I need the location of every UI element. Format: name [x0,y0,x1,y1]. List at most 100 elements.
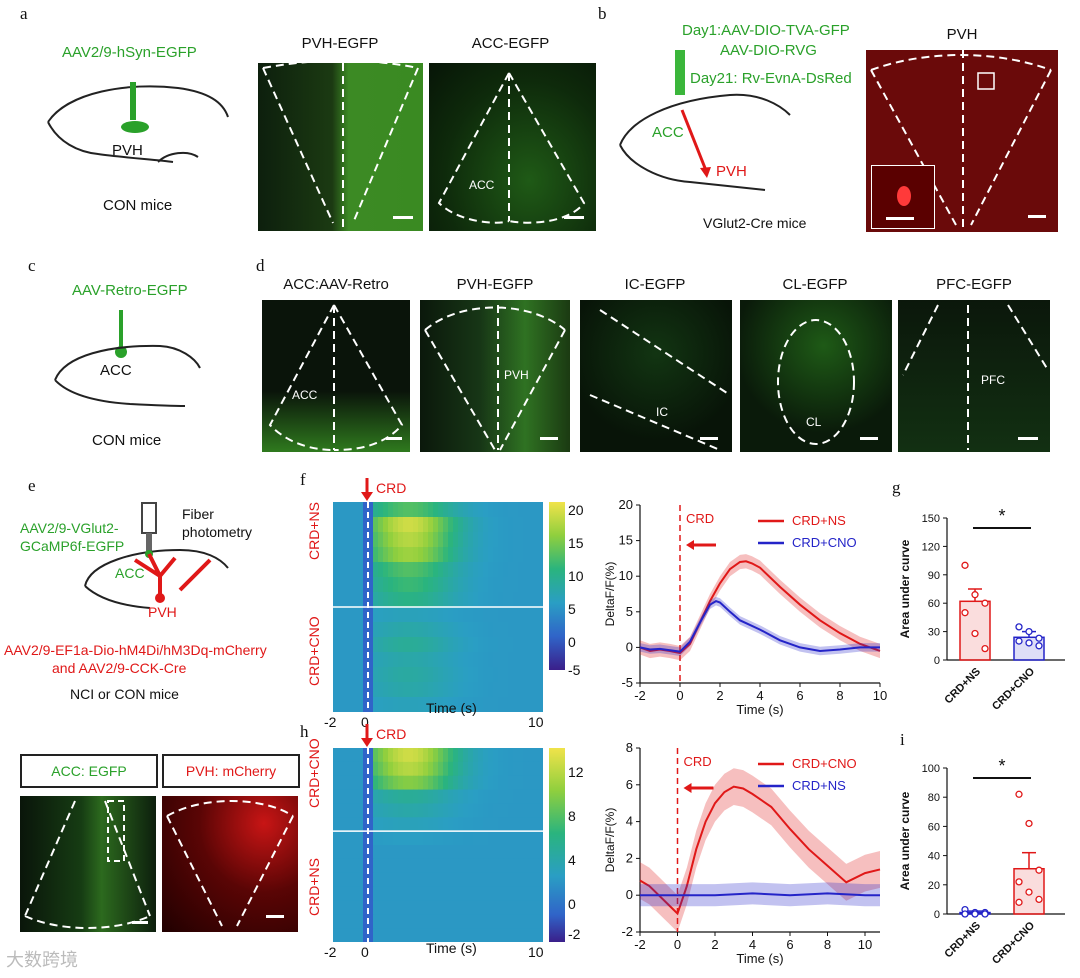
heatmap-cell [513,928,519,943]
heatmap-cell [433,831,439,846]
heatmap-cell [463,886,469,901]
heatmap-cell [333,803,339,818]
heatmap-cell [358,928,364,943]
heatmap-cell [388,900,394,915]
panel-f-row-bottom: CRD+CNO [306,616,322,686]
heatmap-cell [333,607,339,623]
heatmap-cell [463,914,469,929]
heatmap-cell [338,547,344,563]
heatmap-cell [338,900,344,915]
heatmap-cell [523,872,529,888]
data-point [981,599,989,607]
heatmap-cell [338,607,344,623]
heatmap-cell [428,928,434,943]
heatmap-cell [333,637,339,653]
heatmap-cell [428,562,434,578]
heatmap-cell [368,789,374,804]
heatmap-cell [433,502,439,518]
panel-i-letter: i [900,730,905,749]
heatmap-cell [468,592,474,608]
heatmap-cell [393,682,399,698]
heatmap-cell [428,886,434,901]
heatmap-cell [473,532,479,548]
heatmap-cell [403,928,409,943]
heatmap-cell [473,592,479,608]
heatmap-cell [493,858,499,874]
heatmap-cell [483,845,489,860]
heatmap-cell [468,667,474,683]
heatmap-cell [348,845,354,860]
heatmap-cell [398,667,404,683]
y-tick-label: 90 [928,570,940,582]
heatmap-cell [418,622,424,638]
heatmap-cell [448,775,454,791]
heatmap-cell [358,803,364,818]
heatmap-cell [428,577,434,593]
heatmap-cell [353,886,359,901]
heatmap-cell [368,748,374,763]
heatmap-cell [473,697,479,713]
heatmap-cell [363,547,369,563]
heatmap-cell [398,562,404,578]
heatmap-cell [478,517,484,533]
heatmap-cell [418,914,424,929]
heatmap-cell [463,831,469,846]
heatmap-cell [523,637,529,653]
heatmap-cell [433,682,439,698]
heatmap-cell [518,886,524,901]
heatmap-cell [508,928,514,943]
heatmap-cell [533,652,539,668]
heatmap-cell [438,748,444,763]
panel-f-cbar-tick-2: 15 [568,535,584,551]
heatmap-cell [403,607,409,623]
heatmap-cell [498,697,504,713]
heatmap-cell [488,803,494,818]
heatmap-cell [408,748,414,763]
y-tick-label: 60 [928,821,940,833]
heatmap-cell [528,502,534,518]
heatmap-cell [448,697,454,713]
heatmap-cell [523,607,529,623]
heatmap-cell [538,886,544,901]
heatmap-cell [353,607,359,623]
heatmap-cell [443,900,449,915]
heatmap-cell [348,831,354,846]
heatmap-cell [493,886,499,901]
heatmap-cell [333,547,339,563]
heatmap-cell [413,652,419,668]
heatmap-cell [483,748,489,763]
heatmap-cell [368,547,374,563]
heatmap-cell [458,637,464,653]
heatmap-cell [408,532,414,548]
heatmap-cell [363,652,369,668]
heatmap-cell [538,775,544,791]
heatmap-cell [498,845,504,860]
data-point [1025,888,1033,896]
heatmap-cell [348,577,354,593]
panel-b-letter: b [598,4,607,23]
heatmap-cell [398,872,404,888]
heatmap-cell [418,577,424,593]
heatmap-cell [528,607,534,623]
heatmap-cell [443,886,449,901]
y-tick-label: 4 [626,814,633,829]
heatmap-cell [473,682,479,698]
heatmap-cell [433,517,439,533]
heatmap-cell [378,761,384,777]
y-tick-label: 0 [626,639,633,654]
panel-e-mice: NCI or CON mice [70,686,179,702]
heatmap-cell [473,831,479,846]
heatmap-cell [418,517,424,533]
heatmap-cell [478,577,484,593]
heatmap-cell [448,789,454,804]
data-point [1015,790,1023,798]
heatmap-cell [378,532,384,548]
heatmap-cell [428,607,434,623]
heatmap-cell [373,761,379,777]
data-point [1025,819,1033,828]
heatmap-cell [498,607,504,623]
heatmap-cell [518,577,524,593]
heatmap-cell [438,517,444,533]
heatmap-cell [343,532,349,548]
heatmap-cell [348,858,354,874]
